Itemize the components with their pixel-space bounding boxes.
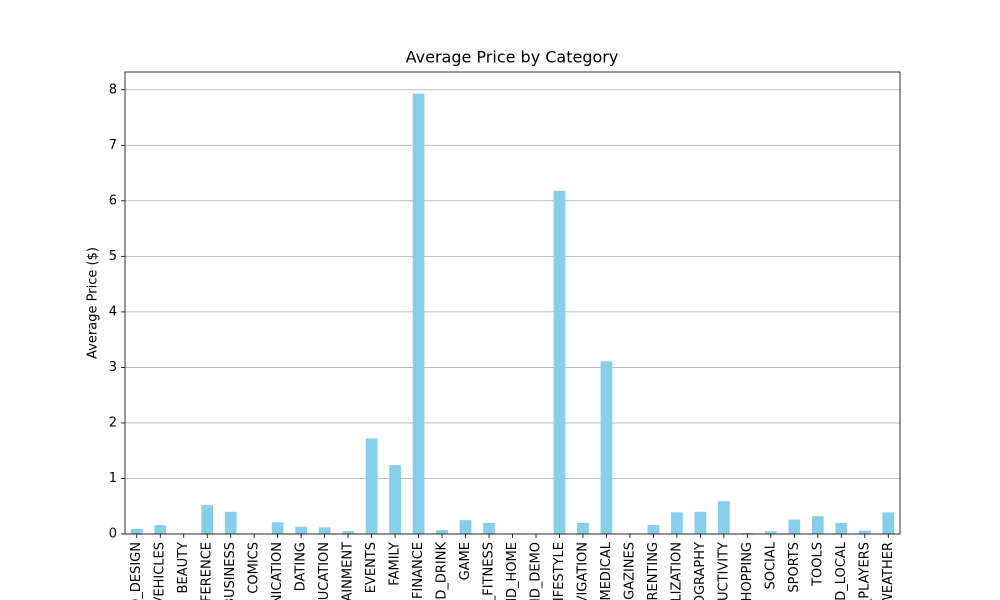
y-tick-label: 1 xyxy=(109,471,117,486)
bar xyxy=(483,522,495,534)
x-tick-label: HOUSE_AND_HOME xyxy=(505,542,520,600)
x-tick-label: AUTO_AND_VEHICLES xyxy=(153,542,168,600)
bar xyxy=(130,529,143,534)
x-tick-label: LIBRARIES_AND_DEMO xyxy=(528,542,543,600)
x-tick-label: EVENTS xyxy=(364,542,379,593)
bar xyxy=(671,512,683,534)
y-tick-label: 3 xyxy=(109,360,117,375)
x-tick-label: FINANCE xyxy=(411,542,426,599)
y-tick-label: 0 xyxy=(109,527,117,542)
x-tick-label: ART_AND_DESIGN xyxy=(129,542,144,600)
y-tick-label: 6 xyxy=(109,193,117,208)
x-tick-label: ENTERTAINMENT xyxy=(341,542,356,600)
x-tick-label: PHOTOGRAPHY xyxy=(693,542,708,600)
x-tick-label: SHOPPING xyxy=(740,542,755,600)
x-tick-label: MEDICAL xyxy=(599,541,614,600)
y-tick-label: 5 xyxy=(109,249,117,264)
x-tick-label: BUSINESS xyxy=(223,542,238,600)
bar xyxy=(647,525,660,534)
bar xyxy=(201,505,214,534)
bar xyxy=(858,530,871,534)
bar xyxy=(342,531,354,534)
x-tick-label: PRODUCTIVITY xyxy=(716,542,731,600)
x-tick-label: SPORTS xyxy=(787,542,802,593)
bar xyxy=(882,512,895,534)
x-tick-label: PERSONALIZATION xyxy=(669,542,684,600)
x-tick-label: EDUCATION xyxy=(317,542,332,600)
y-axis-label: Average Price ($) xyxy=(86,247,101,359)
bar xyxy=(764,531,777,534)
x-tick-label: FOOD_AND_DRINK xyxy=(435,542,450,600)
bar xyxy=(154,525,167,534)
bar xyxy=(553,190,566,534)
x-tick-label: HEALTH_AND_FITNESS xyxy=(482,542,497,600)
x-tick-label: BEAUTY xyxy=(176,542,191,593)
bar xyxy=(271,522,284,534)
x-tick-label: NEWS_AND_MAGAZINES xyxy=(622,542,637,600)
bar xyxy=(577,522,589,534)
chart-title: Average Price by Category xyxy=(406,48,619,67)
x-tick-label: BOOKS_AND_REFERENCE xyxy=(200,542,215,600)
x-tick-label: MAPS_AND_NAVIGATION xyxy=(575,542,590,600)
bar xyxy=(459,520,472,534)
y-tick-label: 7 xyxy=(109,138,117,153)
bar xyxy=(600,361,613,534)
x-tick-label: LIFESTYLE xyxy=(552,542,567,600)
y-tick-label: 8 xyxy=(109,82,117,97)
bar xyxy=(389,465,401,534)
bar xyxy=(295,526,308,534)
x-tick-label: VIDEO_PLAYERS xyxy=(857,542,872,600)
bar xyxy=(436,530,448,534)
x-tick-label: TRAVEL_AND_LOCAL xyxy=(834,541,849,600)
x-tick-label: PARENTING xyxy=(646,542,661,600)
plot-frame xyxy=(124,71,901,535)
bar xyxy=(694,511,707,534)
y-tick-label: 2 xyxy=(109,415,117,430)
x-tick-label: COMICS xyxy=(247,542,262,594)
x-tick-label: WEATHER xyxy=(881,542,896,600)
bar xyxy=(224,511,237,534)
x-tick-label: DATING xyxy=(294,542,309,591)
bar xyxy=(741,532,754,534)
bar xyxy=(365,438,378,534)
bar xyxy=(835,522,848,534)
bar xyxy=(717,501,730,534)
bar xyxy=(412,93,425,534)
bar xyxy=(318,527,331,534)
bar xyxy=(811,516,824,534)
y-tick-label: 4 xyxy=(109,304,117,319)
x-tick-label: SOCIAL xyxy=(763,541,778,589)
x-tick-label: COMMUNICATION xyxy=(270,542,285,600)
bar xyxy=(788,519,801,534)
x-tick-label: FAMILY xyxy=(388,542,403,586)
x-tick-label: TOOLS xyxy=(810,542,825,587)
x-tick-label: GAME xyxy=(458,542,473,580)
